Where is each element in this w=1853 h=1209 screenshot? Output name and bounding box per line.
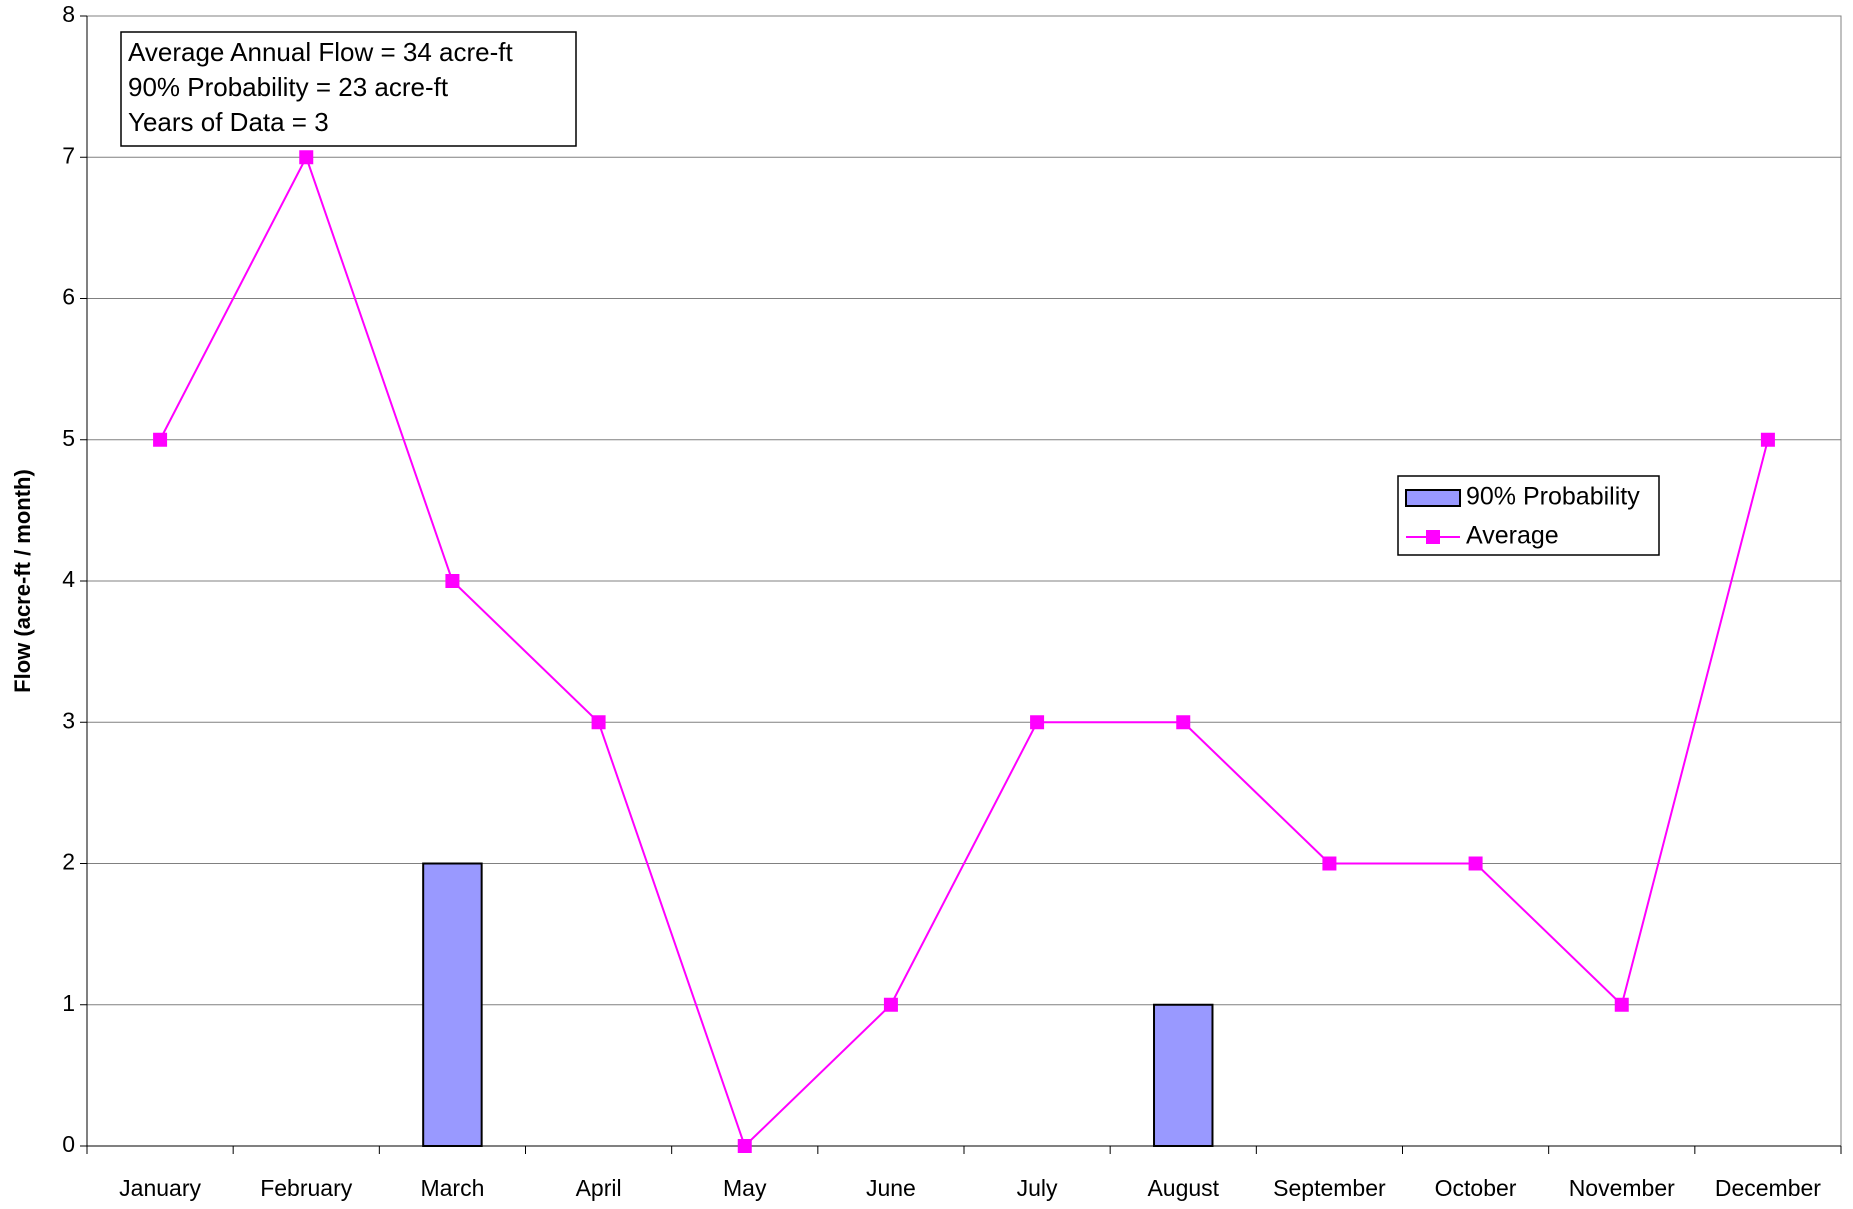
annotation-box	[120, 31, 577, 147]
y-tick-label: 8	[62, 1, 75, 27]
x-tick-label: October	[1435, 1175, 1517, 1201]
x-tick-label: February	[260, 1175, 353, 1201]
x-tick-label: April	[576, 1175, 622, 1201]
bar	[422, 862, 483, 1147]
marker	[883, 997, 898, 1012]
legend-marker	[1426, 530, 1440, 544]
annotation: Years of Data = 3	[128, 107, 329, 137]
marker	[1030, 715, 1045, 730]
x-tick-label: September	[1273, 1175, 1386, 1201]
legend-label: Average	[1466, 522, 1559, 550]
bar	[1153, 1003, 1214, 1147]
x-tick-label: December	[1715, 1175, 1821, 1201]
y-tick-label: 7	[62, 142, 75, 168]
y-tick-label: 1	[62, 990, 75, 1016]
x-tick-label: March	[420, 1175, 484, 1201]
marker	[737, 1139, 752, 1153]
marker	[1760, 432, 1775, 447]
marker	[299, 150, 314, 165]
marker	[445, 574, 460, 588]
x-tick-label: June	[866, 1175, 916, 1201]
x-tick-label: November	[1569, 1175, 1675, 1201]
y-tick-label: 0	[62, 1131, 75, 1157]
y-tick-label: 3	[62, 707, 75, 733]
marker	[1468, 856, 1483, 871]
x-tick-label: July	[1017, 1175, 1058, 1201]
line	[159, 154, 1769, 1148]
legend-swatch	[1405, 489, 1461, 507]
marker	[591, 715, 606, 730]
legend-label: 90% Probability	[1466, 483, 1640, 511]
y-tick-label: 2	[62, 849, 75, 875]
x-tick-label: January	[119, 1175, 201, 1201]
x-tick-label: August	[1147, 1175, 1219, 1201]
marker	[1322, 856, 1337, 871]
marker	[153, 432, 168, 447]
y-axis-label: Flow (acre-ft / month)	[10, 469, 35, 693]
annotation: Average Annual Flow = 34 acre-ft	[128, 37, 513, 67]
y-tick-label: 5	[62, 425, 75, 451]
marker	[1176, 715, 1191, 730]
y-tick-label: 6	[62, 284, 75, 310]
marker	[1614, 997, 1629, 1012]
annotation: 90% Probability = 23 acre-ft	[128, 72, 449, 102]
y-tick-label: 4	[62, 566, 75, 592]
x-tick-label: May	[723, 1175, 767, 1201]
